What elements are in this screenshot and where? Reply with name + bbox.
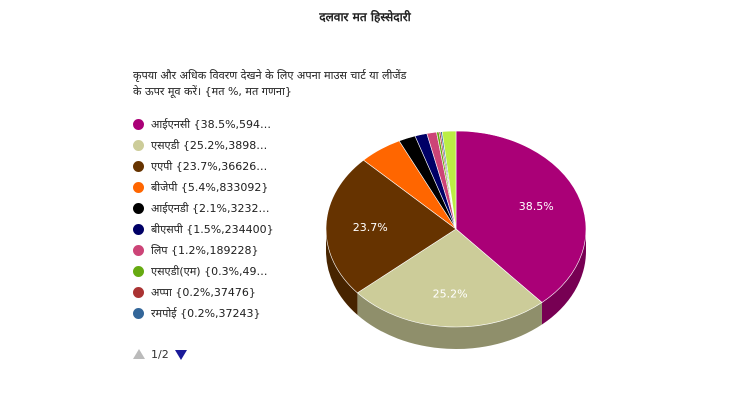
legend-swatch-circle-icon [133,182,144,193]
legend-label: लिप {1.2%,189228} [151,244,259,257]
legend-label: एसएडी {25.2%,3898… [151,139,268,152]
legend-label: अप्पा {0.2%,37476} [151,286,256,299]
legend-swatch-circle-icon [133,287,144,298]
legend-label: एसएडी(एम) {0.3%,49… [151,265,268,278]
legend-label: बीजेपी {5.4%,833092} [151,181,269,194]
legend-swatch-circle-icon [133,245,144,256]
legend-swatch-circle-icon [133,266,144,277]
legend-swatch-circle-icon [133,308,144,319]
pager-page-count: 1/2 [151,348,169,361]
legend-label: रमपोई {0.2%,37243} [151,307,261,320]
triangle-down-icon[interactable] [175,350,187,360]
pie-slice-side [326,229,358,315]
pie-data-label: 23.7% [353,221,388,234]
pie-data-label: 38.5% [519,200,554,213]
pie-data-label: 25.2% [433,288,468,301]
legend-swatch-circle-icon [133,119,144,130]
triangle-up-icon[interactable] [133,349,145,359]
chart-title: दलवार मत हिस्सेदारी [319,10,411,24]
legend-swatch-circle-icon [133,140,144,151]
pie-slice-side [357,292,542,349]
legend-label: बीएसपी {1.5%,234400} [151,223,274,236]
chart-subtitle: कृपया और अधिक विवरण देखने के लिए अपना मा… [133,69,407,98]
legend-label: एएपी {23.7%,36626… [151,160,268,173]
pie-slice[interactable] [441,130,457,230]
legend-label: आईएनडी {2.1%,3232… [151,202,270,215]
legend-swatch-circle-icon [133,203,144,214]
pie-side-walls [326,229,586,349]
legend-label: आईएनसी {38.5%,594… [151,118,272,131]
pie-slice[interactable] [325,159,457,294]
pie-slice-side [541,229,586,325]
pie-slice[interactable] [356,228,543,328]
legend-swatch-circle-icon [133,224,144,235]
legend-swatch-circle-icon [133,161,144,172]
pie-slice[interactable] [455,130,587,303]
